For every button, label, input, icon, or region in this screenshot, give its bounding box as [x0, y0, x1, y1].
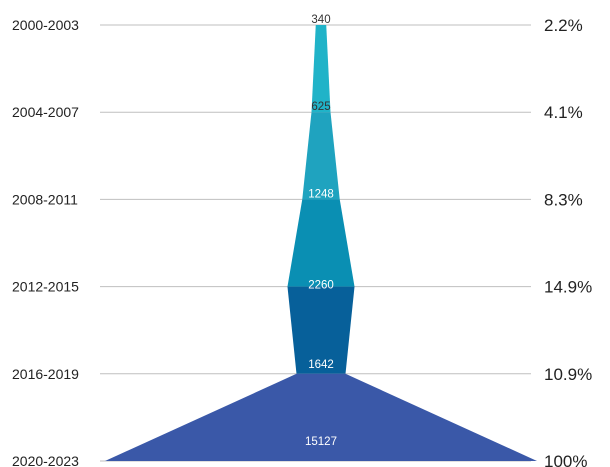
percent-label: 14.9%: [544, 278, 592, 297]
value-label: 625: [311, 101, 330, 113]
funnel-segment-2012-2015: [287, 199, 355, 287]
funnel-segment-2008-2011: [302, 112, 340, 200]
value-label: 2260: [308, 280, 334, 292]
value-label: 340: [311, 14, 330, 26]
category-label: 2008-2011: [12, 191, 78, 207]
percent-label: 10.9%: [544, 365, 592, 384]
value-label: 15127: [305, 436, 337, 448]
category-label: 2004-2007: [12, 104, 79, 120]
category-label: 2000-2003: [12, 17, 79, 33]
category-label: 2016-2019: [12, 366, 79, 382]
percent-label: 100%: [544, 452, 587, 467]
value-label: 1642: [308, 359, 334, 371]
funnel-segment-2020-2023: [105, 373, 537, 461]
funnel-segment-2004-2007: [311, 25, 331, 113]
percent-label: 2.2%: [544, 16, 583, 35]
percent-label: 8.3%: [544, 190, 583, 209]
funnel-segment-2016-2019: [287, 286, 355, 374]
category-label: 2012-2015: [12, 279, 79, 295]
value-label: 1248: [308, 188, 334, 200]
percent-label: 4.1%: [544, 103, 583, 122]
category-label: 2020-2023: [12, 453, 79, 467]
